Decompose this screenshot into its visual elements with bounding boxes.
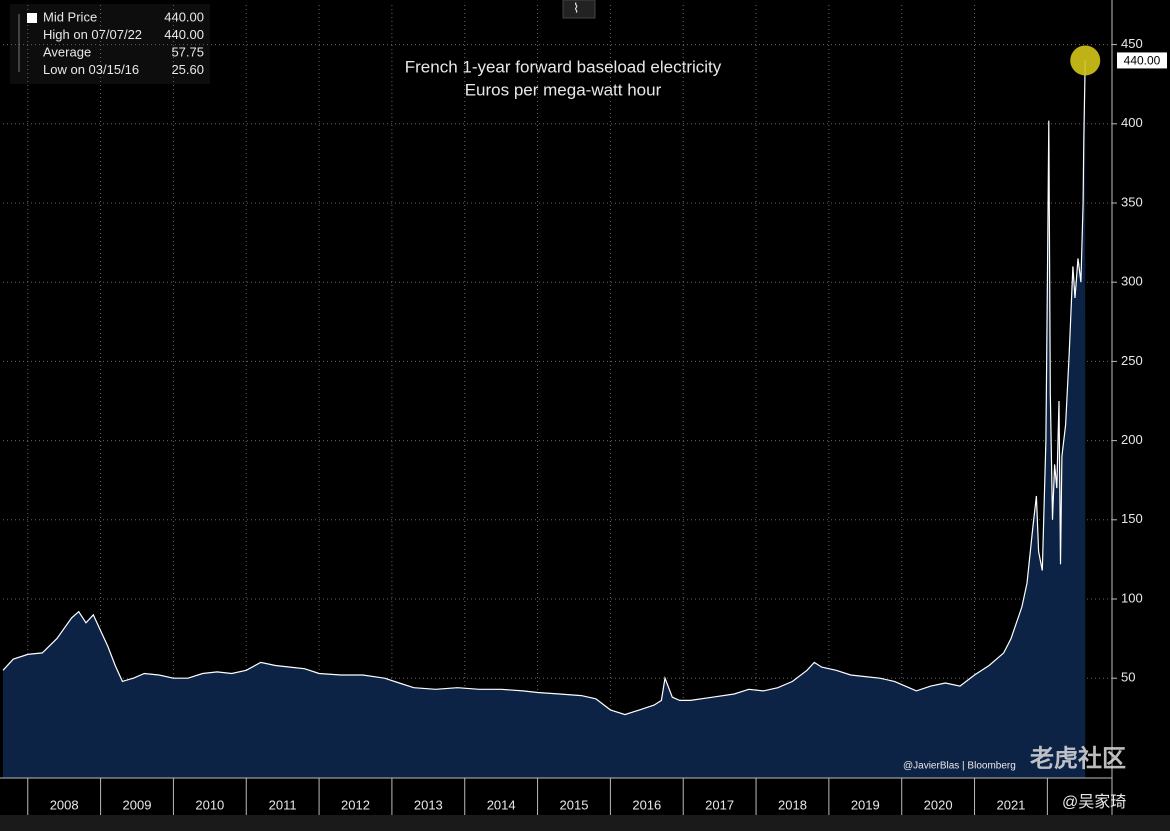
x-tick-label: 2015 — [560, 797, 589, 812]
chart-type-icon: ⌇ — [573, 0, 579, 15]
watermark-handle: @吴家琦 — [1062, 793, 1126, 811]
chart-type-button[interactable] — [562, 0, 596, 19]
legend-value: 440.00 — [164, 9, 204, 24]
x-tick-label: 2011 — [269, 797, 297, 812]
legend-swatch — [27, 13, 37, 23]
line — [2, 60, 1086, 716]
credit: @JavierBlas | Bloomberg — [903, 761, 1016, 772]
legend-label: Low on 03/15/16 — [43, 62, 139, 77]
x-tick-label: 2017 — [705, 797, 734, 812]
y-tick-label: 200 — [1121, 432, 1143, 447]
legend-value: 57.75 — [171, 44, 204, 59]
y-tick-label: 50 — [1121, 670, 1135, 685]
legend-label: Average — [43, 44, 91, 59]
y-tick-label: 350 — [1121, 194, 1143, 209]
x-tick-label: 2019 — [851, 797, 880, 812]
x-tick-label: 2008 — [50, 797, 79, 812]
x-tick-label: 2021 — [996, 797, 1025, 812]
x-tick-label: 2009 — [123, 797, 152, 812]
x-tick-label: 2020 — [924, 797, 953, 812]
legend-box — [10, 4, 210, 84]
last-value-marker — [1070, 45, 1101, 76]
y-tick-label: 450 — [1121, 36, 1143, 51]
bottom-strip — [0, 815, 1170, 831]
x-tick-label: 2010 — [195, 797, 224, 812]
y-tick-label: 300 — [1121, 274, 1143, 289]
legend-value: 440.00 — [164, 27, 204, 42]
last-value-label: 440.00 — [1124, 54, 1161, 68]
x-tick-label: 2012 — [341, 797, 370, 812]
y-tick-label: 400 — [1121, 115, 1143, 130]
chart-subtitle: Euros per mega-watt hour — [465, 80, 662, 99]
x-tick-label: 2018 — [778, 797, 807, 812]
plot — [2, 5, 1112, 778]
legend-value: 25.60 — [171, 62, 204, 77]
chart-title: French 1-year forward baseload electrici… — [405, 57, 722, 76]
x-tick-label: 2014 — [487, 797, 516, 812]
x-tick-label: 2016 — [632, 797, 661, 812]
watermark: 老虎社区 — [1030, 744, 1126, 772]
legend-label: High on 07/07/22 — [43, 27, 142, 42]
y-tick-label: 150 — [1121, 511, 1143, 526]
last-value-box — [1117, 52, 1167, 69]
y-tick-label: 100 — [1121, 590, 1143, 605]
area — [3, 60, 1086, 778]
y-tick-label: 250 — [1121, 353, 1143, 368]
x-tick-label: 2013 — [414, 797, 443, 812]
legend-label: Mid Price — [43, 9, 97, 24]
